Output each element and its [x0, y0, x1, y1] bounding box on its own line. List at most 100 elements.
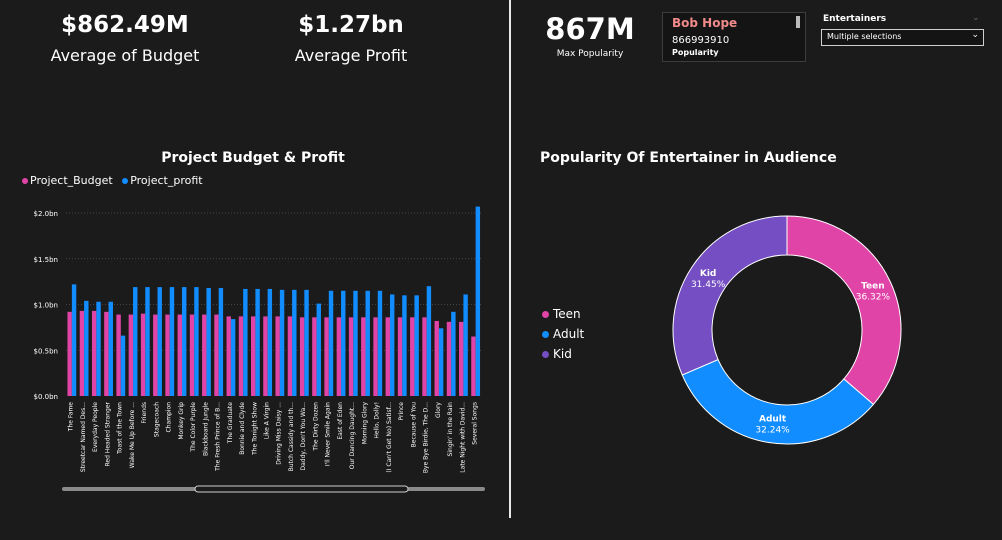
bar-profit[interactable]	[377, 290, 383, 396]
x-tick-label: Toast of the Town	[117, 402, 124, 455]
x-tick-label: Prince	[398, 402, 405, 421]
bar-budget[interactable]	[434, 320, 439, 396]
legend-kid[interactable]: Kid	[542, 344, 584, 364]
bar-profit[interactable]	[255, 288, 260, 396]
popularity-card[interactable]: Bob Hope 866993910 Popularity	[662, 12, 806, 62]
donut-label-name: Kid	[700, 269, 717, 279]
x-tick-label: Hello, Dolly!	[374, 402, 381, 439]
bar-budget[interactable]	[104, 311, 109, 396]
bar-profit[interactable]	[353, 290, 358, 396]
bar-budget[interactable]	[116, 314, 121, 396]
legend-adult[interactable]: Adult	[542, 324, 584, 344]
bar-profit[interactable]	[402, 295, 407, 396]
bar-profit[interactable]	[267, 288, 273, 396]
legend-budget-dot	[22, 178, 28, 184]
bar-profit[interactable]	[206, 288, 211, 396]
bar-budget[interactable]	[140, 313, 146, 396]
card-name: Bob Hope	[672, 16, 738, 30]
donut-slice-teen[interactable]	[786, 215, 902, 406]
bar-budget[interactable]	[189, 314, 195, 396]
legend-budget[interactable]: Project_Budget	[22, 174, 113, 187]
bar-budget[interactable]	[373, 317, 378, 396]
bar-budget[interactable]	[299, 317, 305, 396]
bar-profit[interactable]	[414, 295, 419, 396]
legend-kid-label: Kid	[553, 347, 572, 361]
bar-profit[interactable]	[194, 287, 199, 396]
bar-profit[interactable]	[438, 328, 444, 396]
bar-budget[interactable]	[275, 316, 280, 396]
bar-budget[interactable]	[226, 316, 231, 396]
bar-profit[interactable]	[181, 287, 187, 396]
bar-profit[interactable]	[365, 290, 370, 396]
bar-profit[interactable]	[463, 294, 468, 396]
max-popularity-value: 867M	[545, 12, 635, 46]
x-tick-label: The Fame	[68, 402, 75, 432]
x-tick-label: Morning Glory	[361, 402, 368, 445]
bar-budget[interactable]	[165, 314, 170, 396]
bar-budget[interactable]	[67, 311, 72, 396]
legend-teen[interactable]: Teen	[542, 304, 584, 324]
bar-budget[interactable]	[91, 310, 97, 396]
bar-budget[interactable]	[422, 317, 427, 396]
bar-budget[interactable]	[324, 317, 329, 396]
bar-profit[interactable]	[341, 290, 346, 396]
bar-budget[interactable]	[177, 314, 182, 396]
bar-budget[interactable]	[250, 316, 256, 396]
bar-profit[interactable]	[328, 290, 334, 396]
x-tick-label: Streetcar Named Des...	[80, 402, 87, 472]
bar-budget[interactable]	[458, 321, 464, 396]
bar-profit[interactable]	[84, 300, 89, 396]
bar-budget[interactable]	[385, 317, 390, 396]
bar-profit[interactable]	[169, 287, 175, 396]
bar-budget[interactable]	[410, 317, 415, 396]
legend-teen-dot	[542, 311, 549, 318]
bar-budget[interactable]	[361, 317, 366, 396]
bar-budget[interactable]	[312, 317, 317, 396]
legend-budget-label: Project_Budget	[30, 174, 113, 187]
bar-budget[interactable]	[263, 316, 268, 396]
donut-slice-kid[interactable]	[672, 215, 788, 376]
bar-budget[interactable]	[202, 314, 207, 396]
bar-budget[interactable]	[348, 317, 354, 396]
bar-profit[interactable]	[279, 289, 285, 396]
donut-label-percent: 36.32%	[856, 293, 891, 303]
kpi-profit-label: Average Profit	[294, 46, 408, 65]
slicer-collapse-icon[interactable]: ⌄	[972, 13, 980, 23]
legend-profit[interactable]: Project_profit	[122, 174, 203, 187]
bar-profit[interactable]	[475, 206, 481, 396]
bar-profit[interactable]	[120, 335, 126, 396]
bar-budget[interactable]	[153, 314, 158, 396]
card-scrollbar[interactable]	[796, 16, 800, 28]
bar-profit[interactable]	[96, 301, 101, 396]
scrollbar-thumb[interactable]	[194, 485, 409, 493]
bar-budget[interactable]	[214, 314, 219, 396]
bar-budget[interactable]	[397, 317, 403, 396]
bar-profit[interactable]	[451, 311, 456, 396]
bar-budget[interactable]	[287, 316, 293, 396]
bar-budget[interactable]	[336, 317, 342, 396]
bar-budget[interactable]	[238, 316, 244, 396]
slicer-dropdown[interactable]: Multiple selections ⌄	[821, 29, 984, 46]
bar-profit[interactable]	[243, 288, 248, 396]
y-tick-label: $0.0bn	[34, 393, 58, 401]
bar-budget[interactable]	[446, 321, 452, 396]
x-tick-label: Stagecoach	[153, 402, 160, 437]
donut-label-name: Adult	[759, 414, 787, 424]
bar-profit[interactable]	[292, 289, 297, 396]
legend-adult-dot	[542, 331, 549, 338]
bar-budget[interactable]	[128, 314, 134, 396]
bar-profit[interactable]	[218, 288, 224, 396]
bar-profit[interactable]	[230, 319, 236, 396]
bar-budget[interactable]	[471, 336, 476, 396]
bar-profit[interactable]	[389, 294, 395, 396]
bar-budget[interactable]	[79, 310, 85, 396]
bar-profit[interactable]	[108, 301, 113, 396]
bar-profit[interactable]	[316, 303, 321, 396]
donut-chart-title: Popularity Of Entertainer in Audience	[540, 150, 837, 166]
bar-profit[interactable]	[71, 284, 77, 396]
bar-profit[interactable]	[157, 287, 162, 396]
bar-profit[interactable]	[304, 289, 309, 396]
bar-profit[interactable]	[426, 286, 432, 396]
bar-profit[interactable]	[133, 287, 138, 396]
bar-profit[interactable]	[145, 287, 150, 396]
